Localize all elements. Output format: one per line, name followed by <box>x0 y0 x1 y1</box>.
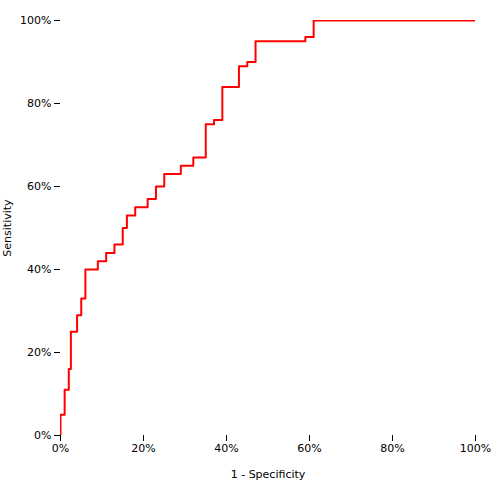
svg-text:0%: 0% <box>52 442 69 455</box>
svg-text:80%: 80% <box>380 442 404 455</box>
svg-text:80%: 80% <box>27 97 51 110</box>
svg-text:Sensitivity: Sensitivity <box>1 199 14 257</box>
svg-text:60%: 60% <box>27 180 51 193</box>
svg-text:20%: 20% <box>27 346 51 359</box>
svg-text:100%: 100% <box>460 442 491 455</box>
svg-text:20%: 20% <box>131 442 155 455</box>
svg-text:60%: 60% <box>297 442 321 455</box>
svg-text:100%: 100% <box>20 14 51 27</box>
svg-text:1 - Specificity: 1 - Specificity <box>231 468 306 481</box>
svg-text:40%: 40% <box>27 263 51 276</box>
svg-text:40%: 40% <box>214 442 238 455</box>
svg-text:0%: 0% <box>34 429 51 442</box>
